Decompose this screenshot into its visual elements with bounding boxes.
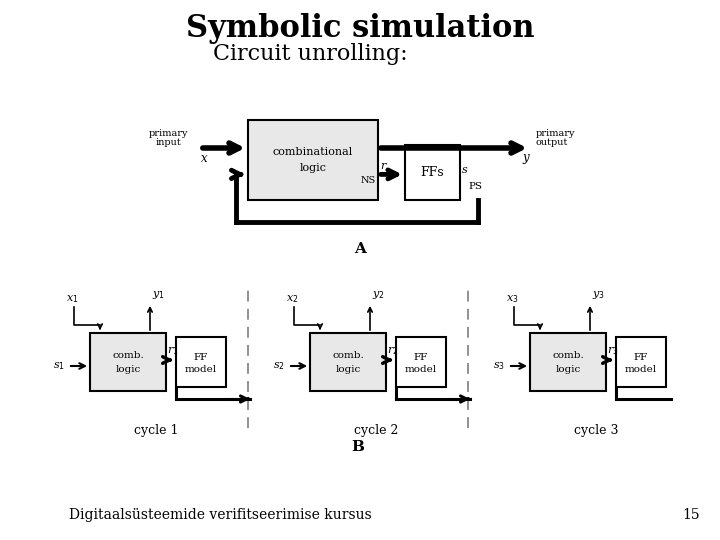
Text: y: y — [523, 152, 529, 165]
Text: PS: PS — [468, 182, 482, 191]
Text: FFs: FFs — [420, 166, 444, 179]
Text: r$_2$: r$_2$ — [387, 345, 399, 357]
Text: Digitaalsüsteemide verifitseerimise kursus: Digitaalsüsteemide verifitseerimise kurs… — [68, 508, 372, 522]
Text: primary: primary — [536, 129, 575, 138]
Text: cycle 1: cycle 1 — [134, 424, 179, 437]
Bar — [405, 145, 460, 200]
Text: A: A — [354, 242, 366, 256]
Text: combinational: combinational — [273, 147, 353, 157]
Text: comb.: comb. — [112, 352, 144, 361]
Text: comb.: comb. — [332, 352, 364, 361]
Text: s$_2$: s$_2$ — [273, 360, 285, 372]
Bar — [616, 337, 666, 387]
Text: x$_3$: x$_3$ — [505, 293, 518, 305]
Bar — [176, 337, 226, 387]
Text: x$_1$: x$_1$ — [66, 293, 78, 305]
Text: logic: logic — [300, 163, 326, 173]
Bar — [248, 120, 378, 200]
Text: FF: FF — [634, 353, 648, 361]
Text: r$_3$: r$_3$ — [607, 345, 618, 357]
Text: 15: 15 — [683, 508, 700, 522]
Text: logic: logic — [115, 364, 140, 374]
Text: model: model — [185, 364, 217, 374]
Text: B: B — [351, 440, 364, 454]
Bar — [90, 333, 166, 391]
Text: input: input — [155, 138, 181, 147]
Text: y$_3$: y$_3$ — [592, 289, 605, 301]
Text: x$_2$: x$_2$ — [286, 293, 298, 305]
Text: s$_3$: s$_3$ — [493, 360, 505, 372]
Text: s: s — [462, 165, 468, 175]
Text: logic: logic — [555, 364, 580, 374]
Text: model: model — [405, 364, 437, 374]
Text: cycle 2: cycle 2 — [354, 424, 398, 437]
Text: y$_1$: y$_1$ — [152, 289, 165, 301]
Bar — [396, 337, 446, 387]
Text: FF: FF — [414, 353, 428, 361]
Bar — [310, 333, 386, 391]
Text: r: r — [380, 161, 385, 171]
Text: comb.: comb. — [552, 352, 584, 361]
Text: x: x — [201, 152, 207, 165]
Text: y$_2$: y$_2$ — [372, 289, 385, 301]
Text: output: output — [536, 138, 568, 147]
Text: Symbolic simulation: Symbolic simulation — [186, 13, 534, 44]
Bar — [530, 333, 606, 391]
Text: FF: FF — [194, 353, 208, 361]
Text: cycle 3: cycle 3 — [574, 424, 618, 437]
Text: s$_1$: s$_1$ — [53, 360, 65, 372]
Text: primary: primary — [148, 129, 188, 138]
Text: Circuit unrolling:: Circuit unrolling: — [212, 43, 408, 65]
Text: NS: NS — [361, 177, 376, 185]
Text: model: model — [625, 364, 657, 374]
Text: logic: logic — [336, 364, 361, 374]
Text: r$_1$: r$_1$ — [167, 345, 179, 357]
